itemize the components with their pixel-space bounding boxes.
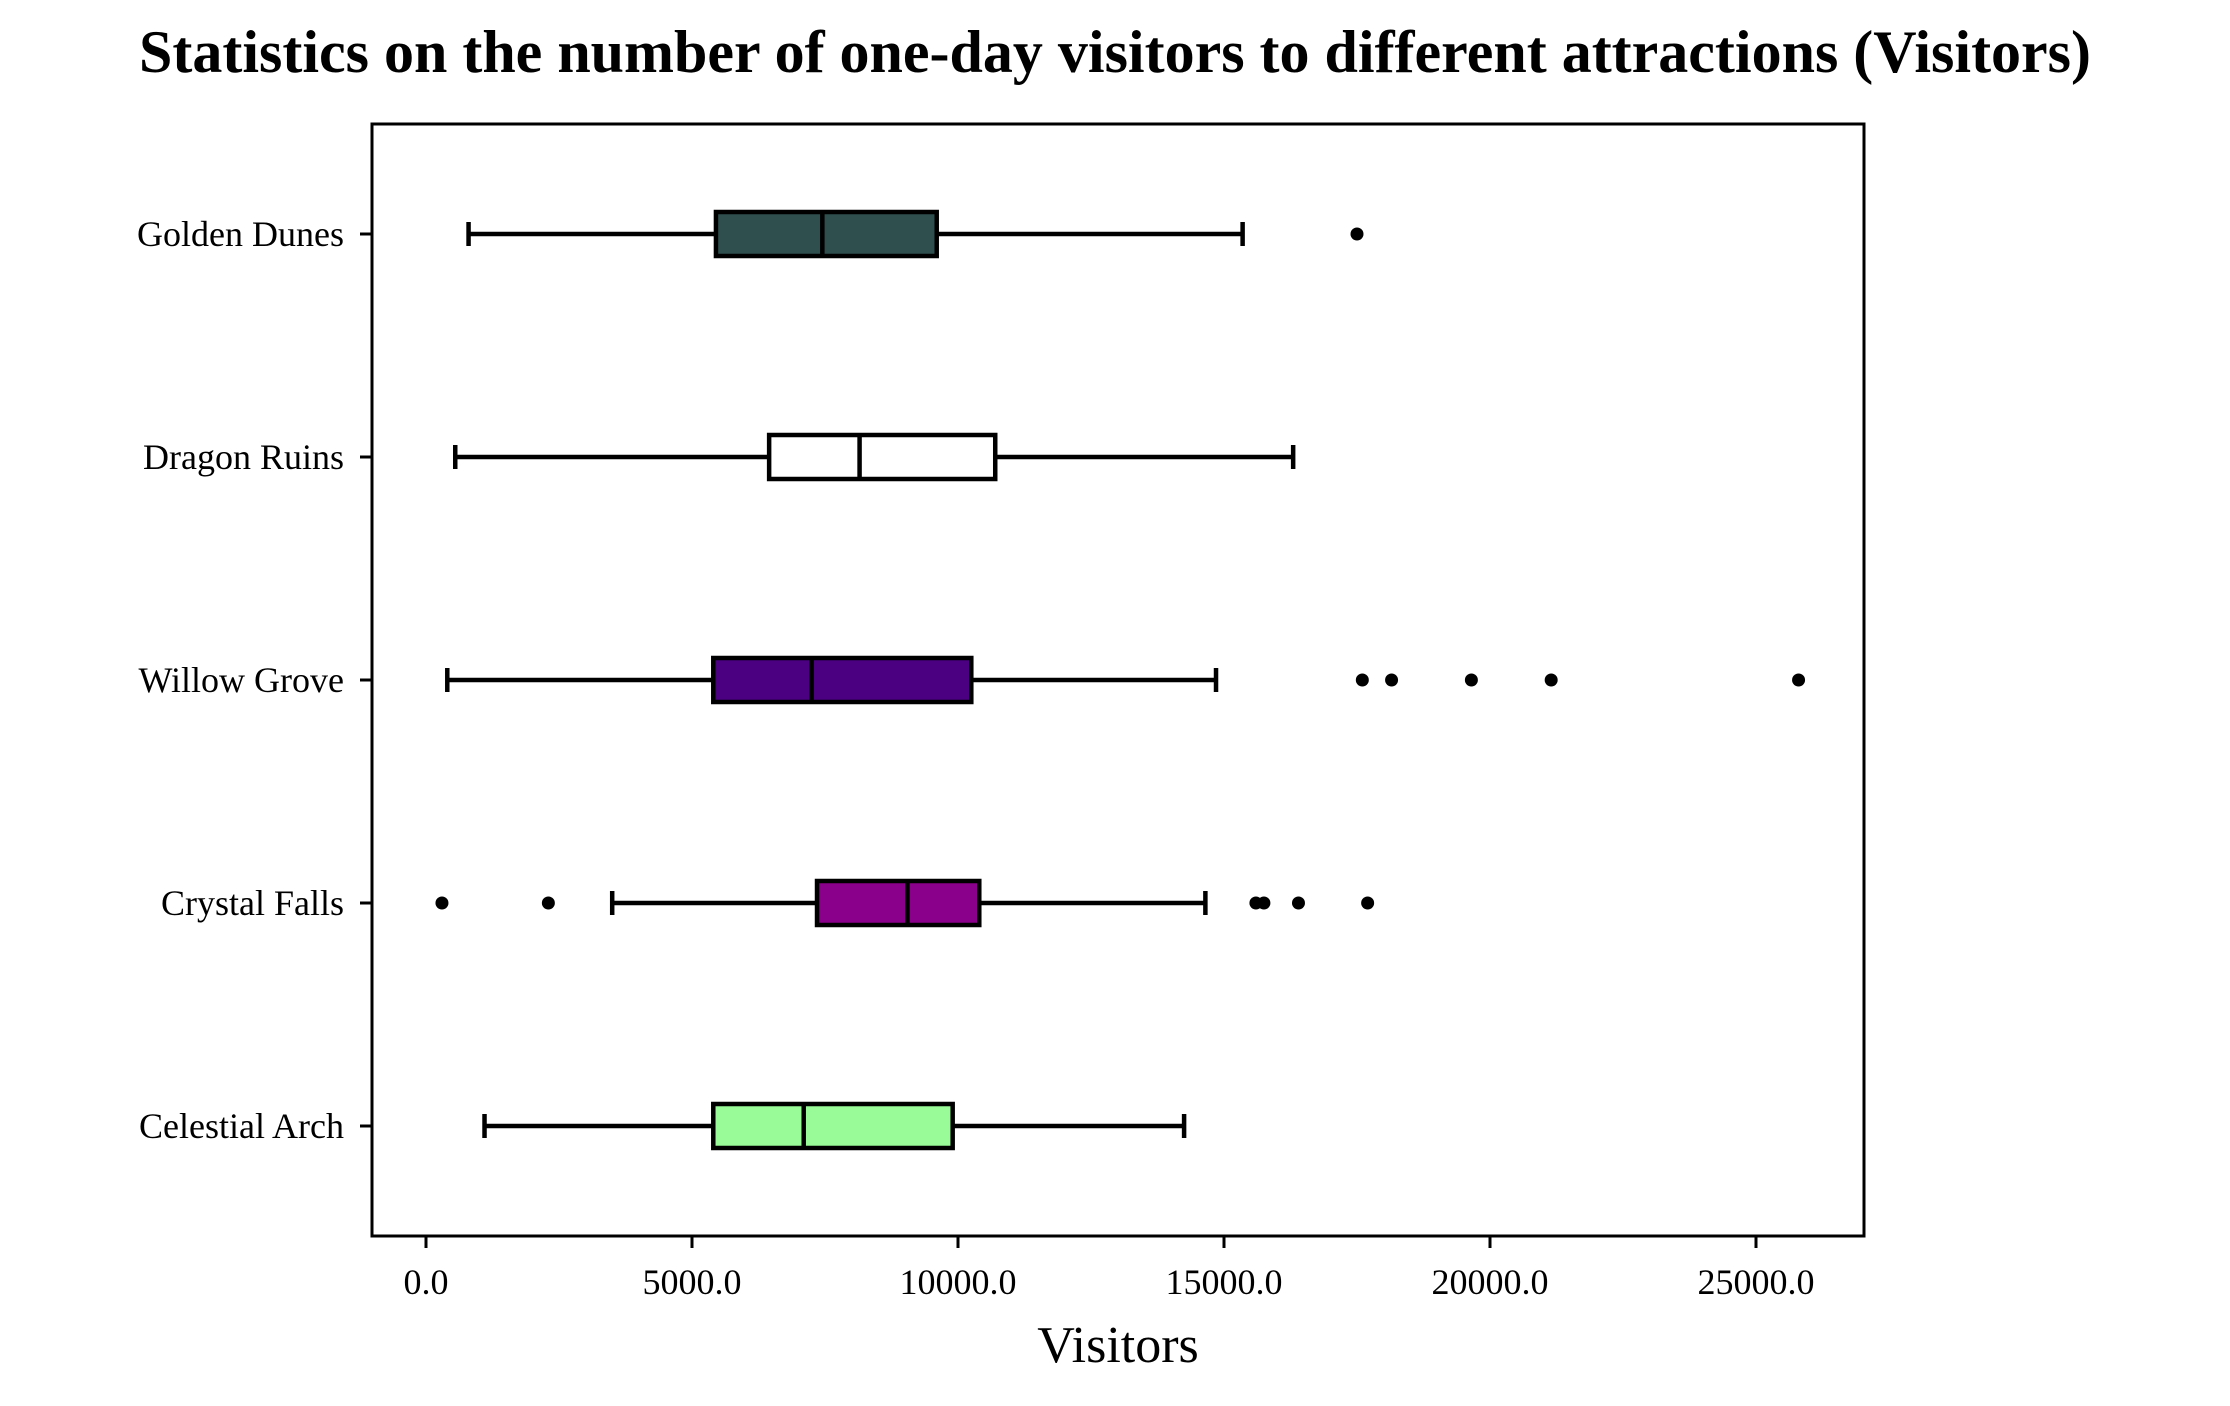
box-group-crystal-falls [435,878,1375,928]
box-iqr [766,432,998,482]
outlier-point [1464,673,1478,687]
outlier-point [435,896,449,910]
x-tick-label: 15000.0 [1166,1262,1283,1302]
x-tick-label: 10000.0 [900,1262,1017,1302]
y-tick-label-celestial-arch: Celestial Arch [139,1106,344,1146]
y-tick-label-golden-dunes: Golden Dunes [137,214,344,254]
box-iqr [814,878,982,928]
x-tick-label: 20000.0 [1432,1262,1549,1302]
outlier-point [1257,896,1271,910]
plot-area [435,209,1806,1151]
outlier-point [1544,673,1558,687]
box-group-celestial-arch [482,1101,1187,1151]
outlier-point [1291,896,1305,910]
chart-title: Statistics on the number of one-day visi… [139,19,2091,85]
box-group-willow-grove [445,655,1806,705]
outlier-point [1792,673,1806,687]
outlier-point [541,896,555,910]
box-group-dragon-ruins [453,432,1296,482]
x-tick-label: 0.0 [404,1262,449,1302]
box-group-golden-dunes [466,209,1364,259]
box-iqr [711,655,974,705]
box-iqr [711,1101,955,1151]
outlier-point [1350,227,1364,241]
x-tick-label: 5000.0 [643,1262,742,1302]
box-iqr [713,209,939,259]
outlier-point [1361,896,1375,910]
outlier-point [1355,673,1369,687]
y-tick-label-crystal-falls: Crystal Falls [161,883,344,923]
y-tick-label-willow-grove: Willow Grove [138,660,344,700]
outlier-point [1385,673,1399,687]
x-tick-label: 25000.0 [1698,1262,1815,1302]
x-axis-label: Visitors [1037,1317,1199,1374]
y-tick-label-dragon-ruins: Dragon Ruins [143,437,344,477]
